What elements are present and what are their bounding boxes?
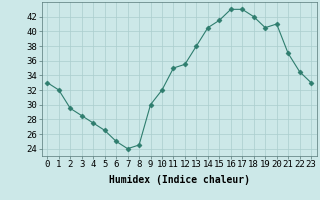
X-axis label: Humidex (Indice chaleur): Humidex (Indice chaleur): [109, 175, 250, 185]
